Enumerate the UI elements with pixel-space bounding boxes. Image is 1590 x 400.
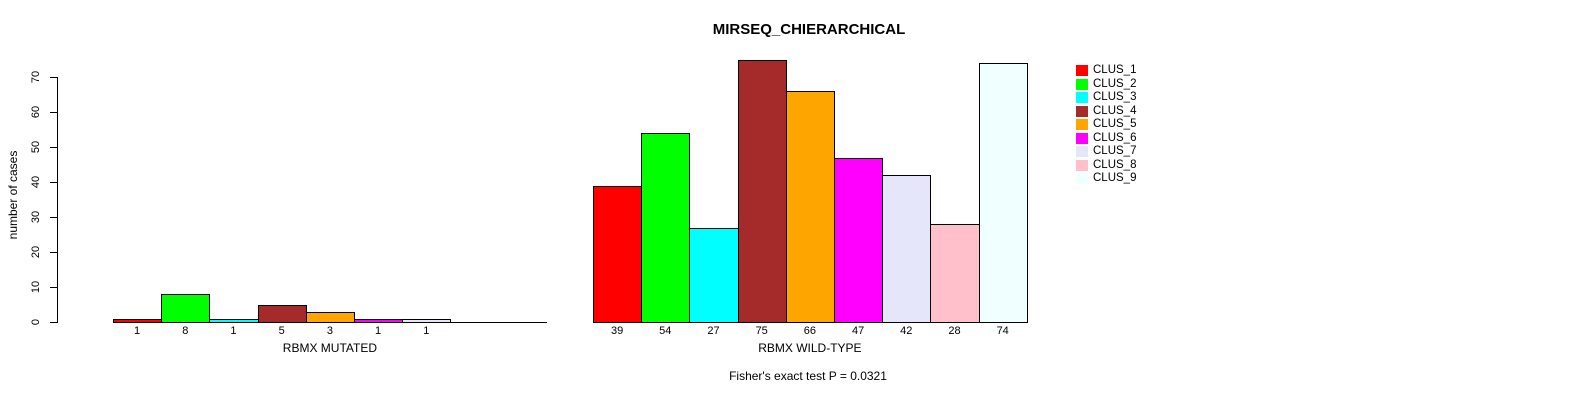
legend-row: CLUS_1 (1076, 64, 1137, 76)
legend-row: CLUS_7 (1076, 145, 1137, 157)
bar (593, 185, 643, 323)
bar (882, 175, 932, 323)
y-tick-label: 50 (30, 140, 42, 154)
bar-value-label: 8 (182, 325, 189, 337)
y-tick (50, 217, 58, 218)
legend-label: CLUS_2 (1093, 77, 1137, 90)
bar-value-label: 1 (423, 325, 430, 337)
bar (689, 227, 739, 323)
legend-row: CLUS_2 (1076, 77, 1137, 90)
legend-row: CLUS_6 (1076, 131, 1137, 144)
bar (930, 224, 980, 323)
bar-value-label: 66 (803, 325, 817, 337)
bar (978, 63, 1028, 323)
y-tick (50, 322, 58, 323)
bar-value-label: 1 (230, 325, 237, 337)
bar-value-label: 3 (326, 325, 333, 337)
bar (834, 157, 884, 323)
bar (641, 133, 691, 323)
y-tick-label: 20 (30, 245, 42, 259)
legend-swatch (1076, 146, 1088, 157)
legend-label: CLUS_5 (1093, 118, 1137, 130)
legend-swatch (1076, 65, 1088, 76)
legend-row: CLUS_9 (1076, 172, 1137, 184)
bar-value-label: 27 (707, 325, 720, 337)
bar (402, 318, 452, 323)
bar-value-label: 75 (755, 325, 768, 337)
bar (737, 59, 787, 323)
legend-swatch (1076, 105, 1088, 117)
legend-swatch (1076, 92, 1088, 103)
bar-value-label: 39 (610, 325, 624, 337)
y-axis-label: number of cases (6, 150, 20, 240)
legend-label: CLUS_4 (1093, 104, 1137, 117)
legend-swatch (1076, 132, 1088, 144)
y-tick-label: 70 (30, 70, 42, 84)
legend-row: CLUS_5 (1076, 118, 1137, 130)
legend-label: CLUS_1 (1093, 64, 1137, 76)
y-tick (50, 112, 58, 113)
chart-title: MIRSEQ_CHIERARCHICAL (712, 21, 906, 38)
bar-value-label: 28 (948, 325, 961, 337)
legend-label: CLUS_3 (1093, 91, 1137, 103)
y-tick-label: 0 (30, 318, 42, 326)
legend-swatch (1076, 159, 1088, 171)
y-tick-label: 30 (30, 210, 42, 224)
group-x-label: RBMX MUTATED (282, 341, 377, 355)
legend-label: CLUS_7 (1093, 145, 1137, 157)
bar (257, 304, 307, 323)
y-tick-label: 40 (30, 175, 42, 189)
legend-row: CLUS_3 (1076, 91, 1137, 103)
legend-label: CLUS_9 (1093, 172, 1137, 184)
legend-row: CLUS_4 (1076, 104, 1137, 117)
y-tick (50, 252, 58, 253)
legend-row: CLUS_8 (1076, 158, 1137, 171)
legend-swatch (1076, 119, 1088, 130)
legend-swatch (1076, 173, 1088, 184)
fisher-test-annotation: Fisher's exact test P = 0.0321 (729, 369, 887, 383)
bar (785, 91, 835, 323)
legend-label: CLUS_6 (1093, 131, 1137, 144)
bar (305, 311, 355, 323)
bar (209, 318, 259, 323)
bar-value-label: 74 (996, 325, 1009, 337)
bar (354, 318, 404, 323)
bar-value-label: 47 (851, 325, 865, 337)
legend-swatch (1076, 78, 1088, 90)
legend-label: CLUS_8 (1093, 158, 1137, 171)
y-tick (50, 77, 58, 78)
bar-value-label: 42 (900, 325, 913, 337)
y-tick-label: 10 (30, 280, 42, 294)
bar-value-label: 5 (278, 325, 285, 337)
bar-value-label: 1 (134, 325, 141, 337)
y-axis-line (57, 77, 58, 323)
y-tick (50, 147, 58, 148)
y-tick (50, 287, 58, 288)
bar-value-label: 1 (375, 325, 382, 337)
group-x-label: RBMX WILD-TYPE (758, 341, 862, 355)
y-tick (50, 182, 58, 183)
y-tick-label: 60 (30, 105, 42, 119)
bar-value-label: 54 (659, 325, 672, 337)
bar (161, 294, 211, 323)
bar (113, 318, 163, 323)
